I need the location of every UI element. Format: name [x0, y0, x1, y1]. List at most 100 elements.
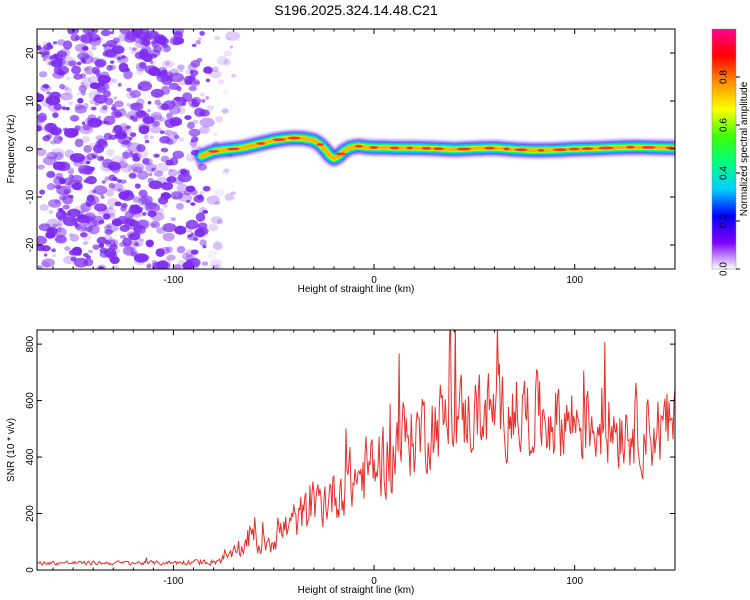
spectrogram-noise-field: [37, 29, 241, 269]
spectrogram-noise-blob: [53, 233, 63, 242]
spectrogram-ridge-peak: [208, 150, 219, 153]
spectrogram-noise-blob: [199, 31, 205, 36]
spectrogram-noise-blob: [177, 173, 192, 183]
spectrogram-noise-blob: [99, 156, 104, 161]
spectrogram-noise-blob: [225, 36, 231, 41]
spectrogram-noise-blob: [132, 153, 139, 159]
spectrogram-noise-blob: [120, 125, 132, 135]
spectrogram-noise-blob: [89, 82, 100, 90]
spectrogram-noise-blob: [207, 250, 217, 259]
spectrogram-noise-blob: [113, 100, 124, 108]
spectrogram-noise-blob: [57, 68, 63, 73]
spectrogram-noise-blob: [152, 263, 163, 269]
spectrogram-noise-blob: [98, 101, 104, 105]
spectrogram-noise-blob: [86, 29, 91, 32]
spectrogram-noise-blob: [162, 232, 175, 242]
x-tick-label: -100: [163, 576, 183, 587]
spectrogram-noise-blob: [52, 112, 59, 119]
spectrogram-noise-blob: [106, 225, 112, 229]
spectrogram-noise-blob: [40, 53, 46, 59]
spectrogram-noise-blob: [77, 251, 82, 256]
spectrogram-noise-blob: [106, 197, 119, 207]
spectrogram-noise-blob: [117, 179, 122, 183]
spectrogram-noise-blob: [138, 189, 148, 198]
spectrogram-noise-blob: [154, 162, 169, 173]
spectrogram-noise-blob: [157, 176, 168, 185]
spectrogram-noise-blob: [146, 108, 151, 113]
spectrogram-noise-blob: [126, 87, 132, 92]
spectrogram-noise-blob: [217, 219, 223, 225]
spectrogram-noise-blob: [57, 215, 65, 222]
spectrogram-noise-blob: [172, 37, 183, 46]
spectrogram-noise-blob: [176, 183, 189, 193]
spectrogram-noise-blob: [229, 45, 234, 49]
spectrogram-noise-blob: [46, 183, 56, 191]
spectrogram-noise-blob: [62, 204, 70, 210]
spectrogram-noise-blob: [176, 86, 182, 92]
spectrogram-noise-blob: [176, 96, 187, 106]
spectrogram-noise-blob: [160, 155, 170, 163]
spectrogram-noise-blob: [102, 90, 111, 98]
spectrogram-noise-blob: [199, 109, 210, 117]
spectrogram-noise-blob: [89, 37, 97, 45]
spectrogram-noise-blob: [103, 132, 113, 141]
snr-panel: -100 0 100 0 200 400 600 800 Height of straight…: [6, 329, 676, 596]
spectrogram-noise-blob: [99, 71, 110, 79]
spectrogram-noise-blob: [167, 169, 178, 178]
spectrogram-ridge-peak: [227, 147, 240, 151]
spectrogram-noise-blob: [113, 96, 118, 100]
spectrogram-noise-blob: [137, 219, 150, 230]
spectrogram-noise-blob: [40, 245, 51, 252]
spectrogram-noise-blob: [142, 35, 152, 42]
spectrogram-noise-blob: [91, 215, 105, 226]
spectrogram-x-axis-label: Height of straight line (km): [298, 284, 415, 295]
spectrogram-noise-blob: [225, 31, 241, 41]
spectrogram-y-axis-label: Frequency (Hz): [6, 115, 17, 184]
spectrogram-noise-blob: [213, 132, 218, 136]
spectrogram-noise-blob: [40, 84, 49, 92]
spectrogram-noise-blob: [117, 56, 122, 61]
spectrogram-ridge-peak: [389, 146, 400, 150]
spectrogram-noise-blob: [96, 37, 101, 41]
spectrogram-noise-blob: [43, 253, 48, 257]
spectrogram-ridge-peak: [568, 147, 580, 151]
spectrogram-noise-blob: [117, 188, 122, 192]
spectrogram-noise-blob: [195, 40, 201, 45]
spectrogram-noise-blob: [162, 222, 177, 233]
spectrogram-noise-blob: [111, 129, 117, 134]
spectrogram-ridge: [193, 130, 675, 167]
spectrogram-noise-blob: [150, 111, 163, 121]
spectrogram-noise-blob: [37, 93, 45, 103]
spectrogram-noise-blob: [135, 62, 147, 72]
spectrogram-noise-blob: [154, 99, 161, 106]
spectrogram-noise-blob: [134, 183, 141, 189]
spectrogram-noise-blob: [95, 135, 104, 141]
spectrogram-noise-blob: [134, 242, 140, 247]
spectrogram-noise-blob: [166, 111, 174, 118]
spectrogram-noise-blob: [112, 78, 118, 83]
spectrogram-noise-blob: [45, 98, 52, 103]
spectrogram-noise-blob: [84, 226, 94, 233]
spectrogram-noise-blob: [185, 260, 194, 267]
spectrogram-noise-blob: [68, 101, 73, 106]
snr-frame: [36, 329, 676, 571]
spectrogram-noise-blob: [41, 258, 55, 268]
spectrogram-noise-blob: [194, 228, 206, 238]
spectrogram-noise-blob: [223, 168, 230, 173]
spectrogram-noise-blob: [79, 168, 85, 173]
spectrogram-noise-blob: [91, 66, 100, 75]
spectrogram-noise-blob: [208, 223, 219, 232]
spectrogram-noise-blob: [73, 73, 83, 80]
spectrogram-noise-blob: [37, 103, 42, 112]
spectrogram-noise-blob: [153, 115, 164, 123]
spectrogram-noise-blob: [164, 129, 173, 136]
spectrogram-noise-blob: [198, 126, 210, 134]
snr-x-axis-label: Height of straight line (km): [298, 585, 415, 596]
spectrogram-noise-blob: [205, 95, 210, 100]
spectrogram-ridge-peak: [514, 148, 528, 152]
spectrogram-noise-blob: [128, 232, 141, 241]
spectrogram-noise-blob: [68, 60, 77, 67]
spectrogram-noise-blob: [62, 56, 76, 66]
